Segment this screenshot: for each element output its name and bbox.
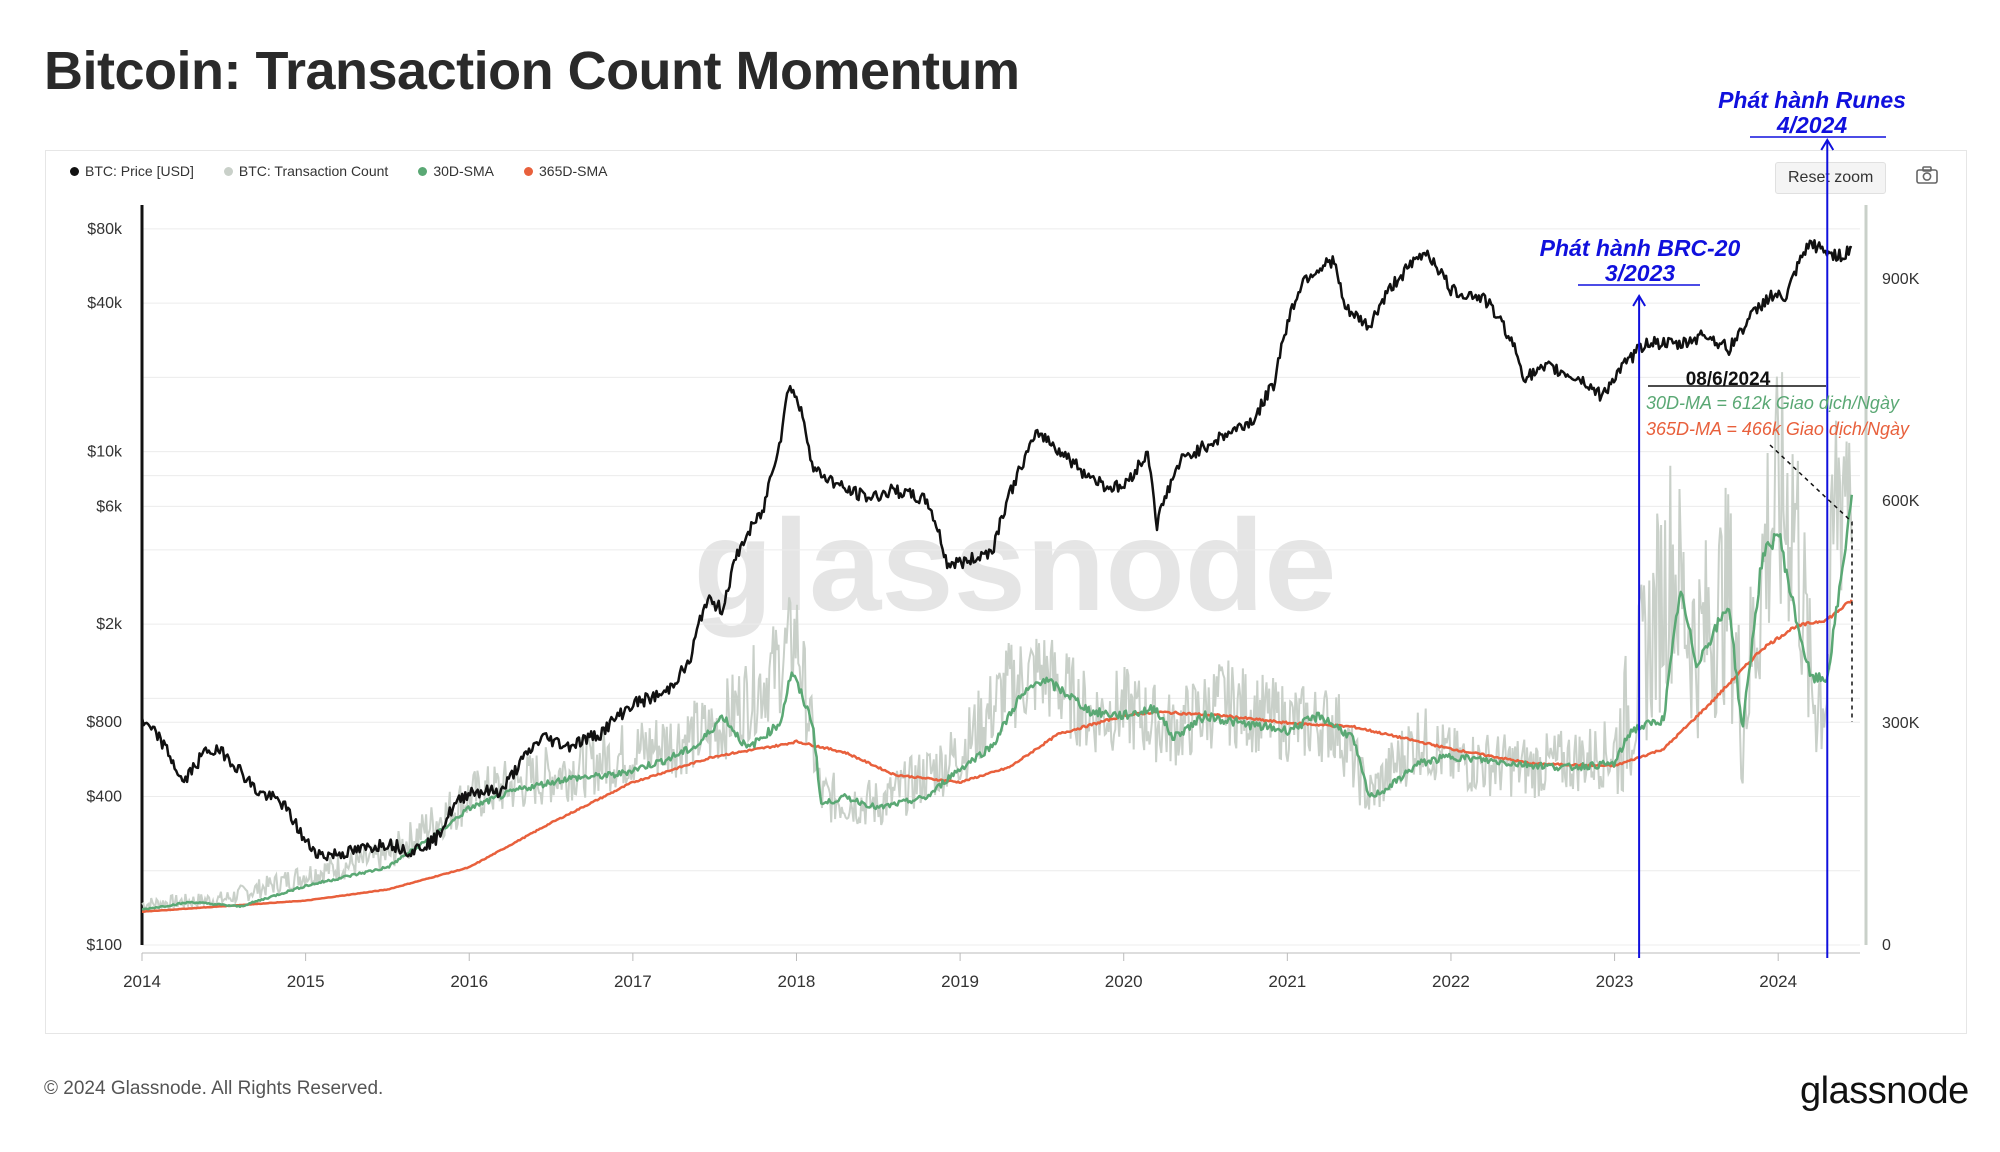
y-left-tick-label: $800 — [86, 714, 122, 731]
callout-date: 08/6/2024 — [1686, 369, 1771, 390]
legend-dot-price — [70, 166, 79, 176]
legend-item-sma30[interactable]: 30D-SMA — [418, 163, 494, 179]
annotation-label-brc20: Phát hành BRC-20 — [1540, 235, 1741, 261]
legend-label-tx-count: BTC: Transaction Count — [238, 163, 389, 179]
camera-icon[interactable] — [1916, 166, 1938, 184]
legend-label-sma365: 365D-SMA — [539, 163, 608, 179]
legend-item-sma365[interactable]: 365D-SMA — [524, 163, 607, 179]
x-tick-label: 2020 — [1105, 972, 1143, 991]
watermark-text: glassnode — [694, 492, 1337, 638]
annotation-arrow-runes — [1820, 138, 1835, 151]
x-tick-label: 2018 — [778, 972, 816, 991]
annotation-label-runes: Phát hành Runes — [1718, 87, 1906, 113]
y-left-tick-label: $100 — [86, 937, 122, 954]
x-tick-label: 2016 — [450, 972, 488, 991]
brand-logo: glassnode — [1800, 1070, 1969, 1112]
legend-label-sma30: 30D-SMA — [433, 163, 494, 179]
page-title: Bitcoin: Transaction Count Momentum — [44, 41, 1020, 101]
x-tick-label: 2017 — [614, 972, 652, 991]
callout-leader — [1769, 444, 1853, 722]
y-left-tick-label: $6k — [96, 498, 123, 515]
legend-dot-tx-count — [223, 166, 233, 176]
x-tick-label: 2019 — [941, 972, 979, 991]
callout-sma365-text: 365D-MA = 466k Giao dịch/Ngày — [1646, 419, 1910, 439]
y-right-tick-label: 600K — [1882, 493, 1920, 510]
series-tx-count — [141, 372, 1853, 913]
annotation-date-runes: 4/2024 — [1776, 112, 1848, 138]
reset-zoom-button[interactable]: Reset zoom — [1775, 162, 1887, 194]
legend-item-tx-count[interactable]: BTC: Transaction Count — [223, 163, 389, 179]
y-left-tick-label: $80k — [87, 221, 123, 238]
y-left-tick-label: $400 — [86, 788, 122, 805]
y-right-tick-label: 0 — [1882, 937, 1891, 954]
y-right-tick-label: 900K — [1882, 271, 1920, 288]
series-price — [140, 239, 1853, 862]
legend-label-price: BTC: Price [USD] — [85, 163, 194, 179]
x-tick-label: 2021 — [1268, 972, 1306, 991]
annotation-arrow-brc20 — [1632, 294, 1646, 307]
copyright-text: © 2024 Glassnode. All Rights Reserved. — [44, 1078, 384, 1099]
x-tick-label: 2023 — [1596, 972, 1634, 991]
callout-sma30-text: 30D-MA = 612k Giao dịch/Ngày — [1646, 393, 1900, 413]
x-tick-label: 2015 — [287, 972, 325, 991]
x-tick-label: 2022 — [1432, 972, 1470, 991]
y-left-tick-label: $10k — [87, 444, 123, 461]
y-left-tick-label: $2k — [96, 616, 123, 633]
x-tick-label: 2014 — [123, 972, 161, 991]
annotation-date-brc20: 3/2023 — [1605, 260, 1676, 286]
chart-frame — [45, 150, 1967, 1034]
chart-legend: BTC: Price [USD] BTC: Transaction Count … — [70, 163, 607, 179]
legend-item-price[interactable]: BTC: Price [USD] — [70, 163, 194, 179]
x-tick-label: 2024 — [1759, 972, 1797, 991]
y-left-tick-label: $40k — [87, 295, 123, 312]
legend-dot-sma365 — [524, 166, 533, 176]
legend-dot-sma30 — [418, 166, 428, 176]
y-right-tick-label: 300K — [1882, 715, 1920, 732]
